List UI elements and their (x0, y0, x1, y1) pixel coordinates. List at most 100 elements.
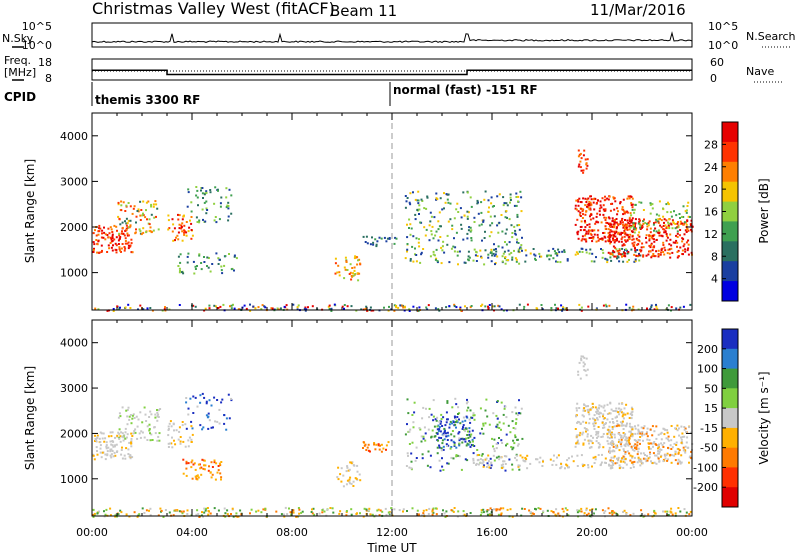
power-data-point (641, 224, 644, 227)
velocity-data-point (585, 430, 587, 433)
velocity-data-point (179, 436, 182, 438)
velocity-data-point (500, 401, 503, 404)
power-data-point (540, 304, 543, 306)
power-colorbar-tick-label: 24 (704, 161, 718, 174)
velocity-data-point (590, 446, 593, 449)
power-data-point (470, 239, 473, 242)
power-data-point (453, 237, 455, 240)
power-data-point (129, 307, 132, 309)
power-data-point (494, 253, 497, 256)
power-data-point (177, 265, 180, 267)
power-data-point (613, 234, 615, 237)
power-data-point (649, 212, 652, 215)
velocity-data-point (683, 428, 686, 431)
power-data-point (676, 256, 679, 259)
power-data-point (172, 239, 175, 242)
velocity-data-point (587, 411, 590, 414)
power-data-point (670, 247, 673, 250)
power-data-point (640, 249, 643, 252)
power-data-point (585, 210, 588, 213)
power-data-point (506, 204, 509, 207)
velocity-data-point (640, 459, 643, 462)
power-data-point (650, 242, 653, 245)
power-data-point (595, 215, 598, 218)
power-data-point (345, 261, 348, 263)
power-data-point (452, 245, 455, 248)
power-data-point (504, 241, 506, 243)
velocity-data-point (436, 425, 439, 428)
velocity-data-point (511, 411, 514, 414)
velocity-data-point (129, 414, 132, 416)
power-data-point (516, 213, 519, 216)
velocity-data-point (431, 510, 434, 513)
power-data-point (605, 216, 608, 219)
velocity-data-point (590, 440, 593, 443)
velocity-data-point (642, 439, 644, 442)
velocity-data-point (485, 398, 488, 401)
power-data-point (581, 238, 584, 241)
velocity-data-point (144, 413, 147, 416)
velocity-data-point (362, 447, 364, 449)
power-data-point (610, 203, 613, 205)
velocity-data-point (599, 412, 602, 415)
velocity-data-point (601, 509, 604, 512)
power-data-point (611, 220, 614, 223)
power-data-point (292, 303, 295, 306)
power-data-point (623, 251, 625, 254)
power-data-point (357, 259, 359, 262)
power-data-point (137, 308, 139, 311)
power-data-point (658, 214, 661, 217)
velocity-data-point (655, 454, 658, 457)
velocity-data-point (119, 415, 122, 418)
velocity-data-point (126, 433, 129, 436)
velocity-data-point (636, 453, 639, 456)
power-data-point (487, 199, 490, 202)
velocity-data-point (479, 407, 482, 410)
power-data-point (249, 309, 252, 312)
power-data-point (650, 236, 653, 239)
power-data-point (311, 305, 314, 308)
power-data-point (675, 307, 678, 310)
power-data-point (438, 309, 441, 312)
power-data-point (589, 201, 592, 204)
power-data-point (591, 240, 594, 243)
velocity-data-point (579, 431, 582, 434)
velocity-data-point (157, 514, 160, 517)
velocity-data-point (649, 442, 652, 445)
power-data-point (196, 189, 199, 192)
power-data-point (349, 271, 352, 274)
velocity-data-point (686, 446, 689, 449)
velocity-data-point (647, 513, 650, 516)
power-data-point (483, 263, 486, 266)
velocity-data-point (171, 446, 174, 449)
velocity-data-point (488, 423, 491, 426)
velocity-colorbar-tick-label: 100 (697, 363, 718, 376)
velocity-data-point (683, 508, 686, 511)
power-data-point (617, 210, 619, 213)
velocity-data-point (125, 513, 128, 516)
power-data-point (443, 192, 445, 195)
power-data-point (639, 249, 641, 251)
velocity-data-point (481, 453, 484, 456)
power-data-point (592, 237, 595, 240)
velocity-data-point (609, 443, 612, 445)
power-data-point (233, 255, 236, 258)
velocity-data-point (99, 451, 102, 454)
power-data-point (633, 260, 636, 263)
velocity-data-point (458, 442, 461, 445)
power-data-point (596, 201, 598, 204)
nsky-panel: N.Sky 10^5 10^0 10^5 10^0 N.Search (2, 20, 796, 52)
power-data-point (598, 210, 601, 213)
power-data-point (606, 261, 609, 264)
power-data-point (605, 221, 608, 224)
velocity-data-point (626, 450, 629, 453)
power-data-point (566, 259, 569, 262)
velocity-data-point (139, 436, 142, 439)
power-data-point (668, 222, 671, 225)
velocity-data-point (365, 508, 368, 511)
freq-panel: Freq. [MHz] 18 8 60 0 Nave (4, 54, 782, 85)
power-colorbar-swatch (722, 281, 738, 302)
power-data-point (341, 305, 344, 308)
power-data-point (601, 237, 604, 240)
